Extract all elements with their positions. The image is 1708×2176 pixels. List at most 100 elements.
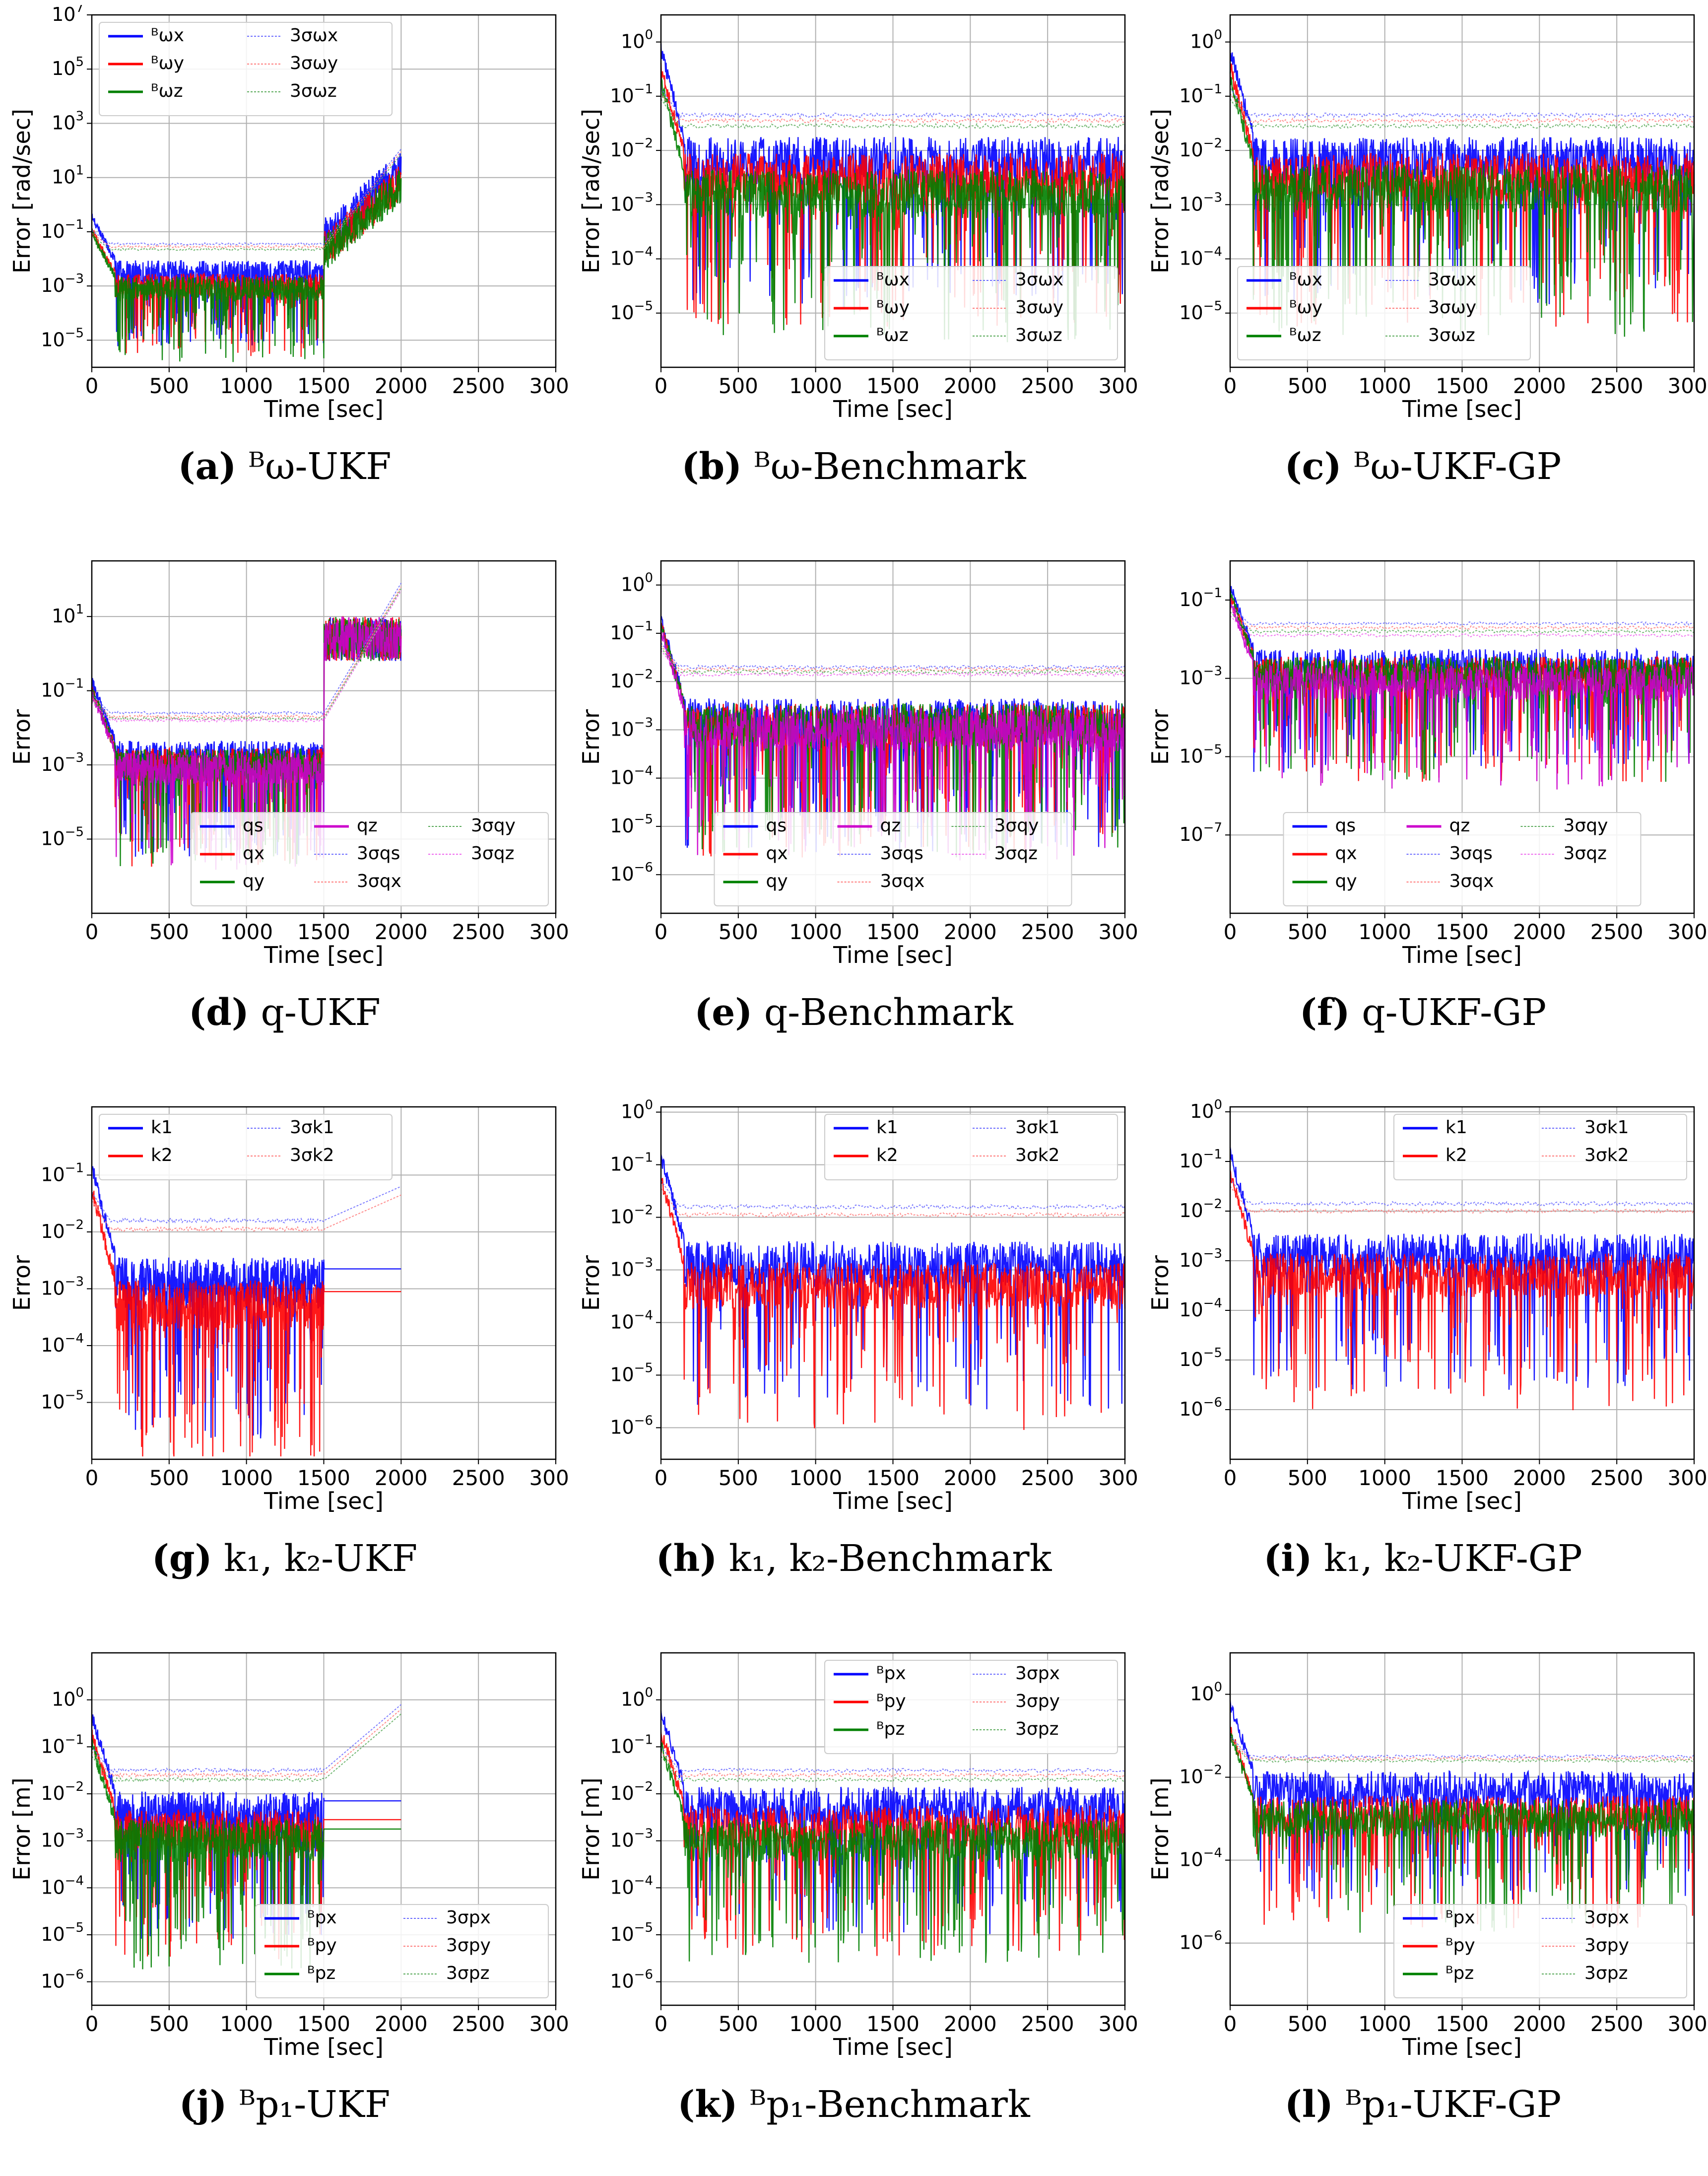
legend-entry: 3σqz xyxy=(994,843,1038,864)
series-bpz xyxy=(1229,1733,1695,1933)
series-bpz xyxy=(91,1739,401,1970)
y-axis-label: Error xyxy=(1147,1255,1174,1311)
caption-text: k₁, k₂-UKF xyxy=(212,1537,418,1580)
y-tick-label: 10−2 xyxy=(610,1203,653,1228)
legend-entry: ᴮpz xyxy=(876,1719,905,1739)
y-tick-label: 10−4 xyxy=(1179,245,1222,270)
series-3sigmaomegay xyxy=(1230,93,1695,124)
legend-entry: ᴮpy xyxy=(1445,1935,1475,1956)
caption-letter: (a) xyxy=(178,445,237,488)
x-tick-label: 500 xyxy=(719,2012,758,2036)
caption-text: ᴮp₁-Benchmark xyxy=(737,2083,1030,2126)
legend-entry: 3σpx xyxy=(1015,1663,1060,1684)
legend-entry: 3σωz xyxy=(1015,325,1062,345)
x-tick-label: 500 xyxy=(719,920,758,944)
legend-entry: ᴮωz xyxy=(151,81,183,101)
legend-entry: 3σpy xyxy=(1015,1691,1060,1711)
y-tick-label: 10−4 xyxy=(41,1331,84,1356)
caption-text: q-Benchmark xyxy=(752,991,1013,1034)
legend-entry: qz xyxy=(880,816,901,836)
series-3sigmak1 xyxy=(1230,1178,1695,1207)
y-tick-label: 10−1 xyxy=(610,1151,653,1175)
legend-entry: 3σk2 xyxy=(1584,1145,1629,1165)
series-3sigmaqy xyxy=(1230,611,1695,634)
x-tick-label: 1000 xyxy=(220,1466,273,1490)
x-axis-label: Time [sec] xyxy=(263,2034,384,2060)
series-3sigmak2 xyxy=(660,1188,1125,1218)
chart-c: 0 500 1000 1500 2000 2500 3000 10−5 10−4 10−3 10−2… xyxy=(1147,14,1708,422)
x-tick-label: 2500 xyxy=(1021,374,1074,398)
x-tick-label: 1000 xyxy=(789,920,842,944)
x-tick-label: 2000 xyxy=(1513,1466,1566,1490)
y-tick-label: 10−1 xyxy=(41,217,84,242)
y-tick-label: 105 xyxy=(52,55,84,79)
x-axis-label: Time [sec] xyxy=(1402,396,1522,422)
panel-e: 0 500 1000 1500 2000 2500 3000 10−6 10−5 10−4 10−3… xyxy=(569,551,1138,1084)
x-tick-label: 2500 xyxy=(1021,2012,1074,2036)
legend-entry: ᴮωx xyxy=(151,25,184,46)
series-3sigmaqx xyxy=(660,645,1125,673)
chart-g: 0 500 1000 1500 2000 2500 3000 10−5 10−4 10−3 10−2… xyxy=(8,1106,569,1514)
caption-c: (c) ᴮω-UKF-GP xyxy=(1138,442,1708,491)
x-tick-label: 2000 xyxy=(944,920,997,944)
x-axis-label: Time [sec] xyxy=(1402,942,1522,968)
x-tick-label: 0 xyxy=(85,2012,99,2036)
legend-entry: 3σqy xyxy=(471,816,516,836)
series-3sigmapx xyxy=(1230,1735,1695,1759)
y-axis-label: Error [rad/sec] xyxy=(8,109,35,273)
x-tick-label: 0 xyxy=(85,1466,99,1490)
chart-k: 0 500 1000 1500 2000 2500 3000 10−6 10−5 10−4 10−3… xyxy=(578,1652,1138,2060)
series-3sigmaqx xyxy=(1230,608,1695,630)
legend-entry: k1 xyxy=(1445,1117,1467,1138)
series-qz xyxy=(1230,600,1695,790)
legend-entry: k2 xyxy=(1445,1145,1467,1165)
x-axis-label: Time [sec] xyxy=(263,942,384,968)
legend-entry: 3σqz xyxy=(471,843,514,864)
x-tick-label: 500 xyxy=(1288,1466,1327,1490)
legend: k1 k2 3σk1 3σk2 xyxy=(824,1114,1118,1180)
legend-entry: ᴮpx xyxy=(307,1907,337,1928)
chart-a: 0 500 1000 1500 2000 2500 3000 10−5 10−3 10−1 101 1… xyxy=(8,5,569,422)
series-qz xyxy=(91,616,402,870)
legend-entry: qz xyxy=(1449,816,1470,836)
y-tick-label: 10−3 xyxy=(41,1274,84,1299)
legend-entry: 3σpx xyxy=(446,1907,491,1928)
legend-entry: ᴮωx xyxy=(1289,270,1322,290)
caption-letter: (c) xyxy=(1284,445,1342,488)
y-tick-label: 107 xyxy=(52,5,84,25)
caption-letter: (f) xyxy=(1299,991,1350,1034)
legend: k1 k2 3σk1 3σk2 xyxy=(1393,1114,1687,1180)
legend-entry: 3σqz xyxy=(1564,843,1607,864)
x-tick-label: 500 xyxy=(1288,920,1327,944)
legend-entry: 3σqs xyxy=(880,843,923,864)
chart-i: 0 500 1000 1500 2000 2500 3000 10−6 10−5 10−4 10−3… xyxy=(1147,1097,1708,1514)
legend-entry: 3σqy xyxy=(1564,816,1608,836)
x-tick-label: 2500 xyxy=(452,374,505,398)
legend: ᴮωx ᴮωy ᴮωz 3σωx 3σωy 3σωz xyxy=(99,22,393,116)
legend-entry: qz xyxy=(357,816,378,836)
legend-entry: 3σqx xyxy=(880,871,925,891)
legend-entry: 3σωy xyxy=(1015,297,1063,318)
caption-text: k₁, k₂-Benchmark xyxy=(717,1537,1052,1580)
chart-b: 0 500 1000 1500 2000 2500 3000 10−5 10−4 10−3 10−2… xyxy=(578,14,1138,422)
series-3sigmaomegax xyxy=(660,87,1125,119)
x-axis-label: Time [sec] xyxy=(833,1488,953,1514)
legend-entry: 3σk2 xyxy=(1015,1145,1059,1165)
legend-entry: 3σpz xyxy=(446,1963,489,1983)
legend-entry: qx xyxy=(1335,843,1357,864)
legend: qs qx qy qz 3σqs 3σqx 3σqy 3σqz xyxy=(1283,812,1642,906)
x-tick-label: 3000 xyxy=(1099,374,1138,398)
legend-entry: 3σωz xyxy=(290,81,337,101)
legend: ᴮωx ᴮωy ᴮωz 3σωx 3σωy 3σωz xyxy=(824,266,1118,360)
series-3sigmaqs xyxy=(91,583,402,716)
chart-l: 0 500 1000 1500 2000 2500 3000 10−6 10−4 10−2 100 T… xyxy=(1147,1652,1708,2060)
x-tick-label: 0 xyxy=(1224,1466,1237,1490)
x-tick-label: 1500 xyxy=(866,920,920,944)
legend-entry: 3σqx xyxy=(1449,871,1494,891)
series-3sigmaomegaz xyxy=(660,98,1125,130)
series-3sigmak2 xyxy=(1230,1186,1695,1214)
series-3sigmaqz xyxy=(91,590,402,723)
y-tick-label: 10−2 xyxy=(610,136,653,161)
series-bomegaz xyxy=(91,170,402,362)
series-3sigmak1 xyxy=(660,1180,1125,1210)
